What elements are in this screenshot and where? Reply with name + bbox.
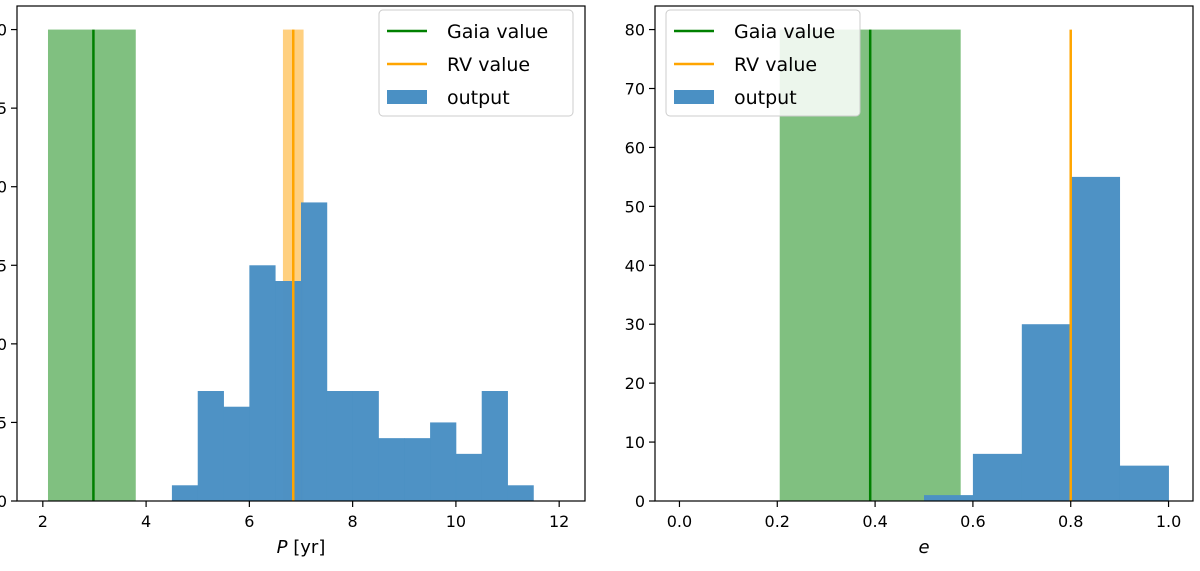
histogram-bar bbox=[1021, 324, 1072, 501]
legend-output-label: output bbox=[734, 87, 797, 109]
x-axis-label: P [yr] bbox=[277, 537, 326, 558]
legend: Gaia value RV value output bbox=[378, 9, 574, 117]
eccentricity-histogram-panel: 0.0 0.2 0.4 0.6 0.8 1.0 0 10 20 30 40 50 60 70 80 e Gaia… bbox=[625, 5, 1194, 558]
x-tick-label: 4 bbox=[141, 512, 151, 531]
histogram-bar bbox=[972, 453, 1023, 501]
legend-gaia-label: Gaia value bbox=[447, 21, 548, 43]
y-tick-label: 70 bbox=[625, 80, 645, 99]
y-tick-label: 0 bbox=[0, 492, 7, 511]
histogram-bar bbox=[171, 485, 199, 501]
x-tick-label: 0.0 bbox=[667, 512, 692, 531]
legend-output-swatch bbox=[674, 90, 714, 104]
y-tick-label: 0 bbox=[635, 492, 645, 511]
histogram-bar bbox=[326, 391, 354, 501]
legend: Gaia value RV value output bbox=[665, 9, 861, 117]
legend-output-swatch bbox=[387, 90, 427, 104]
y-tick-label: 10 bbox=[625, 433, 645, 452]
legend-output-label: output bbox=[447, 87, 510, 109]
y-tick-label: 20 bbox=[625, 374, 645, 393]
legend-rv-label: RV value bbox=[447, 54, 530, 76]
x-tick-label: 2 bbox=[38, 512, 48, 531]
histogram-bar bbox=[249, 265, 276, 501]
x-tick-label: 6 bbox=[244, 512, 254, 531]
x-tick-label: 0.6 bbox=[960, 512, 985, 531]
histogram-bar bbox=[1070, 176, 1121, 501]
histogram-bar bbox=[481, 391, 508, 501]
x-axis-label: e bbox=[918, 537, 929, 558]
x-tick-label: 0.8 bbox=[1058, 512, 1083, 531]
y-tick-label: 5 bbox=[0, 413, 7, 432]
histogram-bar bbox=[1119, 465, 1169, 501]
y-tick-label: 80 bbox=[625, 21, 645, 40]
legend-rv-label: RV value bbox=[734, 54, 817, 76]
histogram-bar bbox=[455, 453, 483, 501]
legend-box bbox=[378, 9, 574, 117]
histogram-bar bbox=[275, 281, 302, 501]
y-tick-label: 30 bbox=[625, 315, 645, 334]
axes-frame bbox=[16, 5, 586, 502]
gaia-uncertainty-band bbox=[47, 29, 136, 501]
x-tick-label: 1.0 bbox=[1156, 512, 1181, 531]
period-histogram-panel: 2 4 6 8 10 12 0 5 10 15 20 25 30 P [yr] Gaia value RV v… bbox=[0, 5, 586, 558]
histogram-bar bbox=[404, 438, 431, 501]
histogram-bar bbox=[223, 406, 250, 501]
y-tick-label: 30 bbox=[0, 21, 7, 40]
histogram-bar bbox=[507, 485, 534, 501]
y-tick-label: 10 bbox=[0, 335, 7, 354]
histogram-bar bbox=[924, 495, 974, 501]
x-tick-label: 12 bbox=[549, 512, 569, 531]
legend-gaia-label: Gaia value bbox=[734, 21, 835, 43]
y-tick-label: 25 bbox=[0, 99, 7, 118]
y-tick-label: 60 bbox=[625, 138, 645, 157]
histogram-bar bbox=[197, 391, 224, 501]
x-tick-label: 10 bbox=[446, 512, 466, 531]
y-tick-label: 50 bbox=[625, 197, 645, 216]
y-tick-label: 40 bbox=[625, 256, 645, 275]
y-tick-label: 15 bbox=[0, 256, 7, 275]
histogram-bar bbox=[430, 422, 457, 501]
histogram-bar bbox=[378, 438, 405, 501]
histogram-bar bbox=[352, 391, 379, 501]
legend-box bbox=[665, 9, 861, 117]
histogram-bar bbox=[301, 202, 328, 501]
x-tick-label: 8 bbox=[348, 512, 358, 531]
x-tick-label: 0.4 bbox=[862, 512, 887, 531]
y-tick-label: 20 bbox=[0, 178, 7, 197]
axes-frame bbox=[654, 5, 1194, 502]
x-tick-label: 0.2 bbox=[765, 512, 790, 531]
